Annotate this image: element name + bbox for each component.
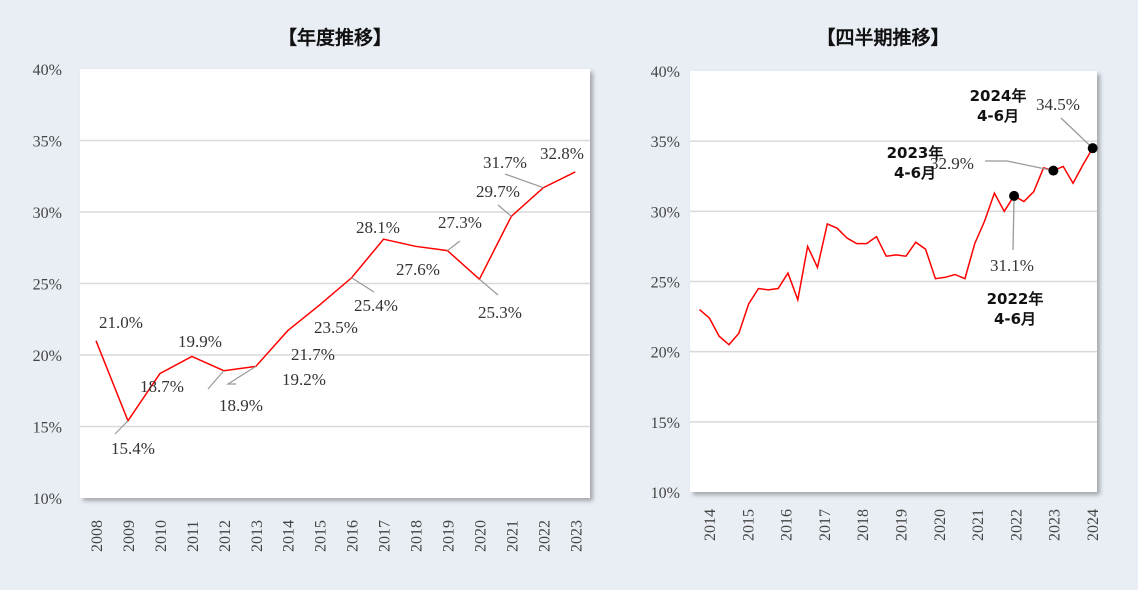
quarterly-chart-title: 【四半期推移】: [816, 26, 949, 49]
leader-line: [1012, 195, 1015, 251]
annotation-period-months: 4-6月: [894, 164, 936, 182]
quarterly-series-line: [699, 147, 1094, 346]
leader-line: [351, 277, 375, 293]
x-tick-label: 2019: [440, 520, 457, 552]
y-tick-label: 25%: [33, 277, 62, 294]
y-tick-label: 15%: [33, 420, 62, 437]
y-tick-label: 15%: [651, 415, 680, 432]
y-tick-label: 35%: [33, 134, 62, 151]
x-tick-label: 2018: [409, 520, 426, 552]
data-label: 28.1%: [356, 218, 400, 237]
annual-series-line: [95, 171, 576, 423]
annotation-period-year: 2023年: [887, 144, 944, 162]
highlight-marker: [1087, 143, 1098, 154]
x-tick-label: 2021: [970, 509, 987, 541]
x-tick-label: 2014: [281, 520, 298, 552]
data-label: 23.5%: [314, 318, 358, 337]
x-tick-label: 2020: [932, 509, 949, 541]
data-label: 32.8%: [540, 144, 584, 163]
x-tick-label: 2022: [536, 520, 553, 552]
x-tick-label: 2023: [1047, 509, 1064, 541]
data-label: 31.7%: [483, 153, 527, 172]
data-label: 27.6%: [396, 260, 440, 279]
x-tick-label: 2011: [185, 521, 202, 552]
data-label: 18.9%: [219, 396, 263, 415]
data-label: 21.7%: [291, 345, 335, 364]
x-tick-label: 2024: [1085, 509, 1102, 541]
leader-line: [497, 204, 512, 217]
leader-line: [504, 173, 544, 189]
y-tick-label: 30%: [651, 204, 680, 221]
leader-line: [114, 420, 129, 435]
x-tick-label: 2016: [779, 509, 796, 541]
y-tick-label: 20%: [651, 345, 680, 362]
annotation-period-months: 4-6月: [977, 107, 1019, 125]
x-tick-label: 2017: [377, 520, 394, 552]
x-tick-label: 2010: [153, 520, 170, 552]
y-tick-label: 40%: [651, 64, 680, 81]
x-tick-label: 2022: [1008, 509, 1025, 541]
y-tick-label: 10%: [651, 485, 680, 502]
y-tick-label: 10%: [33, 491, 62, 508]
highlight-marker: [1048, 165, 1059, 176]
leader-line: [207, 370, 225, 390]
leader-line: [225, 365, 257, 385]
annotation-period-months: 4-6月: [994, 310, 1036, 328]
leader-line: [479, 278, 499, 296]
x-tick-label: 2023: [568, 520, 585, 552]
x-tick-label: 2012: [217, 520, 234, 552]
data-label: 21.0%: [99, 313, 143, 332]
x-tick-label: 2019: [894, 509, 911, 541]
y-tick-label: 35%: [651, 134, 680, 151]
annotation-period-year: 2024年: [970, 87, 1027, 105]
x-tick-label: 2016: [345, 520, 362, 552]
x-tick-label: 2014: [702, 509, 719, 541]
data-label: 15.4%: [111, 439, 155, 458]
data-label: 25.4%: [354, 296, 398, 315]
y-tick-label: 40%: [33, 62, 62, 79]
annotation-value-label: 34.5%: [1036, 95, 1080, 114]
data-label: 29.7%: [476, 182, 520, 201]
annual-chart-title: 【年度推移】: [278, 26, 392, 49]
leader-line: [447, 240, 461, 252]
x-tick-label: 2020: [472, 520, 489, 552]
y-tick-label: 30%: [33, 205, 62, 222]
x-tick-label: 2008: [89, 520, 106, 552]
data-label: 27.3%: [438, 213, 482, 232]
x-tick-label: 2015: [313, 520, 330, 552]
x-tick-label: 2009: [121, 520, 138, 552]
highlight-marker: [1009, 190, 1020, 201]
data-label: 19.2%: [282, 370, 326, 389]
x-tick-label: 2015: [740, 509, 757, 541]
annotation-value-label: 31.1%: [990, 256, 1034, 275]
data-label: 25.3%: [478, 303, 522, 322]
data-label: 18.7%: [140, 377, 184, 396]
leader-line: [1060, 117, 1094, 149]
leader-line: [985, 160, 1054, 172]
x-tick-label: 2018: [855, 509, 872, 541]
annotation-value-label: 32.9%: [930, 154, 974, 173]
y-tick-label: 20%: [33, 348, 62, 365]
y-tick-label: 25%: [651, 275, 680, 292]
x-tick-label: 2021: [504, 520, 521, 552]
annotation-period-year: 2022年: [987, 290, 1044, 308]
data-label: 19.9%: [178, 332, 222, 351]
x-tick-label: 2013: [249, 520, 266, 552]
x-tick-label: 2017: [817, 509, 834, 541]
